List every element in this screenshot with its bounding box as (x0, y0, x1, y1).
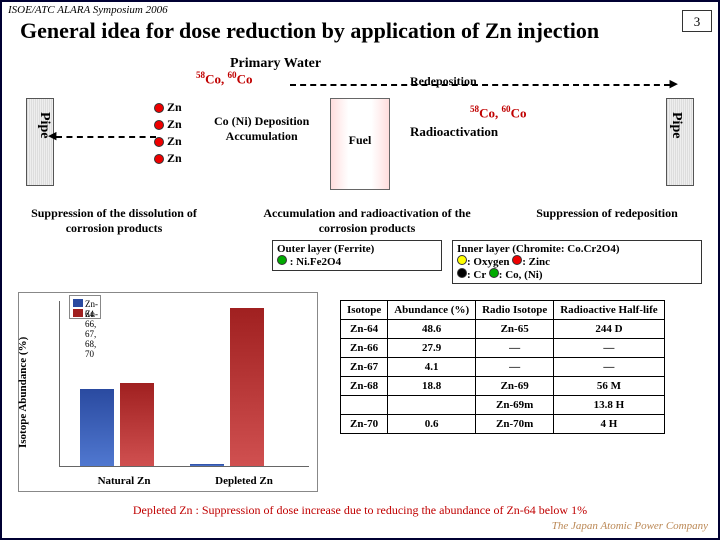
table-cell: 4.1 (388, 358, 476, 377)
table-row: Zn-69m13.8 H (341, 396, 665, 415)
depleted-zn-note: Depleted Zn : Suppression of dose increa… (42, 503, 678, 518)
isotope-abundance-chart: Isotope Abundance (%) Zn-64 Zn-66, 67, 6… (18, 292, 318, 492)
coni-dot-icon (489, 268, 499, 278)
zn-text: Zn (167, 100, 182, 115)
deposition-text: Deposition (255, 114, 310, 128)
table-cell: 27.9 (388, 339, 476, 358)
zinc-text: : Zinc (522, 256, 550, 268)
chart-bar (80, 389, 114, 466)
table-header: Isotope (341, 301, 388, 320)
redeposition-arrow (290, 84, 670, 86)
zn-dot-icon (154, 137, 164, 147)
table-cell: Zn-70 (341, 415, 388, 434)
table-cell: Zn-69 (476, 377, 554, 396)
table-row: Zn-700.6Zn-70m4 H (341, 415, 665, 434)
zn-text: Zn (167, 117, 182, 132)
table-cell: Zn-65 (476, 320, 554, 339)
deposition-accumulation-label: Co (Ni) Deposition Accumulation (214, 114, 309, 144)
inner-layer-title: Inner layer (Chromite: Co.Cr2O4) (457, 243, 620, 255)
zn-dot-icon (154, 120, 164, 130)
table-cell: 244 D (554, 320, 664, 339)
company-footer: The Japan Atomic Power Company (552, 520, 708, 532)
chart-bar (190, 464, 224, 466)
redeposition-label: Redeposition (410, 74, 477, 89)
chart-xlabel-1: Depleted Zn (199, 475, 289, 487)
co-isotope-label: 58Co, 60Co (196, 70, 252, 87)
accumulation-radioactivation-text: Accumulation and radioactivation of the … (252, 206, 482, 236)
dissolution-arrow (56, 136, 156, 138)
zinc-dot-icon (512, 255, 522, 265)
table-cell: — (554, 358, 664, 377)
zn-atoms-group: Zn Zn Zn Zn (154, 100, 182, 168)
process-diagram: Pipe Pipe Primary Water 58Co, 60Co Redep… (30, 54, 690, 224)
radioactivation-label: Radioactivation (410, 124, 498, 140)
zn-text: Zn (167, 151, 182, 166)
chart-plot-area (59, 301, 309, 467)
table-cell: 56 M (554, 377, 664, 396)
table-cell: Zn-67 (341, 358, 388, 377)
table-cell: 13.8 H (554, 396, 664, 415)
table-header: Radioactive Half-life (554, 301, 664, 320)
outer-layer-sub: : Ni.Fe2O4 (290, 256, 341, 268)
outer-layer-legend: Outer layer (Ferrite) : Ni.Fe2O4 (272, 240, 442, 271)
oxygen-dot-icon (457, 255, 467, 265)
chart-bar (120, 383, 154, 466)
table-header: Radio Isotope (476, 301, 554, 320)
table-cell: Zn-69m (476, 396, 554, 415)
zn-dot-icon (154, 103, 164, 113)
chart-bar (230, 308, 264, 466)
chart-xlabel-0: Natural Zn (79, 475, 169, 487)
oxygen-text: : Oxygen (467, 256, 509, 268)
ferrite-dot-icon (277, 255, 287, 265)
table-cell: Zn-70m (476, 415, 554, 434)
isotope-table: IsotopeAbundance (%)Radio IsotopeRadioac… (340, 300, 665, 434)
coni-text: : Co, (Ni) (499, 269, 543, 281)
table-row: Zn-6627.9—— (341, 339, 665, 358)
fuel-block: Fuel (330, 98, 390, 190)
table-cell: 18.8 (388, 377, 476, 396)
table-row: Zn-674.1—— (341, 358, 665, 377)
page-number: 3 (682, 10, 712, 32)
outer-layer-title: Outer layer (Ferrite) (277, 243, 374, 255)
slide-title: General idea for dose reduction by appli… (20, 18, 599, 44)
table-cell: Zn-66 (341, 339, 388, 358)
table-cell: 0.6 (388, 415, 476, 434)
co-ni-text: Co (Ni) (214, 114, 252, 128)
chart-y-axis-label: Isotope Abundance (%) (17, 313, 29, 471)
table-cell: — (476, 358, 554, 377)
inner-layer-legend: Inner layer (Chromite: Co.Cr2O4) : Oxyge… (452, 240, 702, 284)
table-cell: Zn-64 (341, 320, 388, 339)
co-isotope-label-2: 58Co, 60Co (470, 104, 526, 121)
cr-text: : Cr (467, 269, 486, 281)
suppression-redeposition-text: Suppression of redeposition (522, 206, 692, 221)
table-cell: 48.6 (388, 320, 476, 339)
table-cell (388, 396, 476, 415)
table-header: Abundance (%) (388, 301, 476, 320)
table-cell: — (554, 339, 664, 358)
accumulation-text: Accumulation (226, 129, 298, 143)
zn-dot-icon (154, 154, 164, 164)
pipe-label-right: Pipe (668, 112, 684, 138)
table-cell (341, 396, 388, 415)
symposium-header: ISOE/ATC ALARA Symposium 2006 (2, 4, 718, 16)
cr-dot-icon (457, 268, 467, 278)
zn-text: Zn (167, 134, 182, 149)
table-cell: Zn-68 (341, 377, 388, 396)
table-cell: — (476, 339, 554, 358)
table-row: Zn-6818.8Zn-6956 M (341, 377, 665, 396)
suppression-dissolution-text: Suppression of the dissolution of corros… (24, 206, 204, 236)
table-cell: 4 H (554, 415, 664, 434)
table-row: Zn-6448.6Zn-65244 D (341, 320, 665, 339)
